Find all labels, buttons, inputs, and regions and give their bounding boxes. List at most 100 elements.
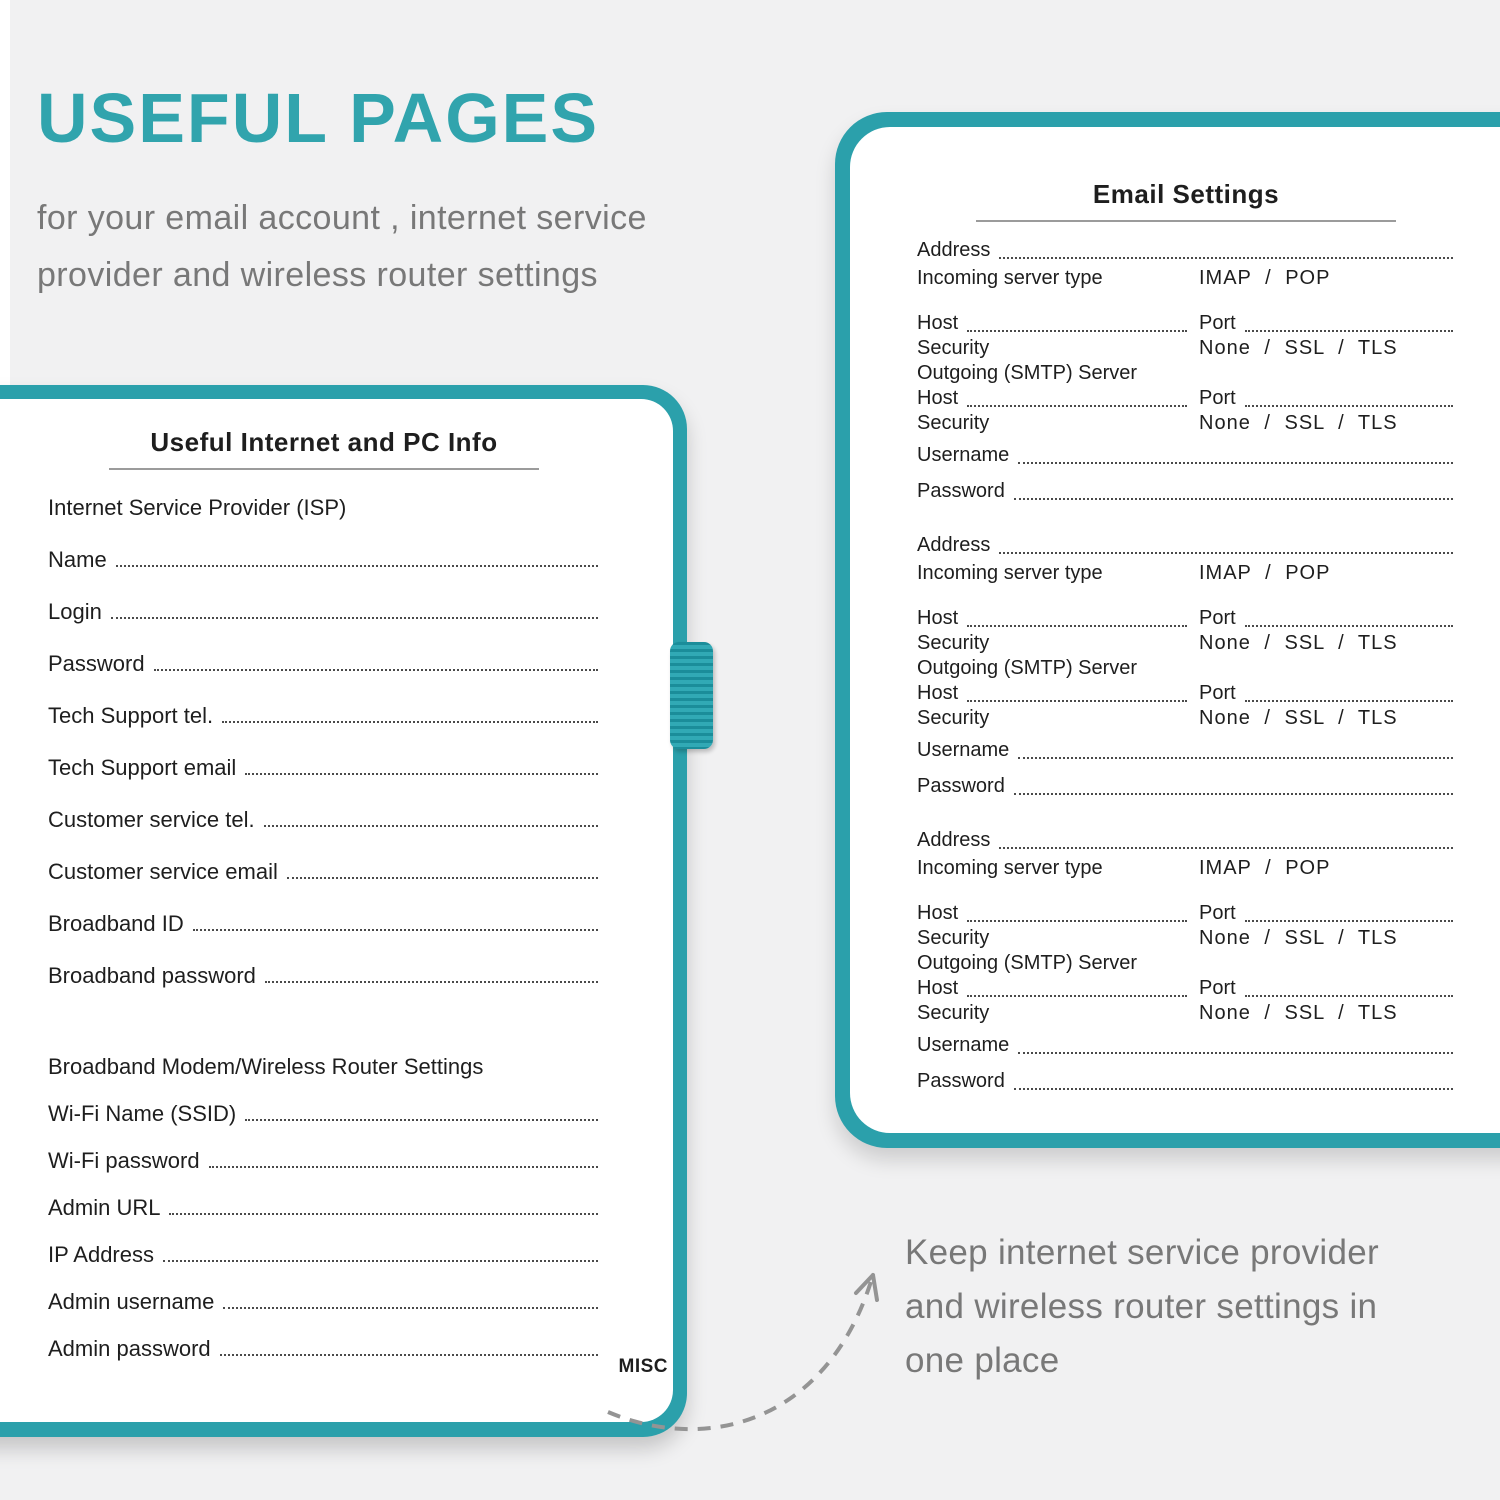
address-label: Address <box>917 534 991 556</box>
caption-line: one place <box>905 1341 1060 1380</box>
port-label: Port <box>1199 607 1236 629</box>
username-label: Username <box>917 739 1010 761</box>
email-settings-block: Address Incoming server type IMAP / POP … <box>917 533 1455 799</box>
password-label: Password <box>917 775 1005 797</box>
form-field-row: Login <box>48 600 600 623</box>
dotted-line <box>1013 1088 1453 1090</box>
dotted-line <box>999 257 1453 259</box>
security-label: Security <box>917 707 990 729</box>
address-row: Address <box>917 238 1455 263</box>
security-label: Security <box>917 632 990 654</box>
dotted-line <box>1244 920 1453 922</box>
dotted-line <box>967 700 1187 702</box>
outgoing-host-port-row: Host Port <box>917 386 1455 411</box>
form-field-row: IP Address <box>48 1243 600 1266</box>
incoming-server-type-options: IMAP / POP <box>1199 562 1331 584</box>
address-row: Address <box>917 828 1455 853</box>
incoming-host-port-row: Host Port <box>917 901 1455 926</box>
dotted-line <box>245 1119 598 1121</box>
form-field-row: Admin username <box>48 1290 600 1313</box>
form-field-row: Broadband password <box>48 964 600 987</box>
pen-loop <box>670 642 713 749</box>
dotted-line <box>967 405 1187 407</box>
security-label: Security <box>917 1002 990 1024</box>
dotted-line <box>1244 405 1453 407</box>
dotted-line <box>264 981 598 983</box>
title-underline <box>109 468 539 470</box>
page-title: USEFUL PAGES <box>37 79 600 157</box>
address-label: Address <box>917 829 991 851</box>
host-label: Host <box>917 312 959 334</box>
outgoing-server-heading: Outgoing (SMTP) Server <box>917 657 1138 679</box>
dotted-line <box>208 1166 598 1168</box>
dotted-line <box>1013 498 1453 500</box>
dotted-line <box>286 877 598 879</box>
dotted-line <box>1244 700 1453 702</box>
address-label: Address <box>917 239 991 261</box>
username-row: Username <box>917 738 1455 763</box>
dotted-line <box>153 669 598 671</box>
username-row: Username <box>917 443 1455 468</box>
host-label: Host <box>917 607 959 629</box>
form-field-row: Admin password <box>48 1337 600 1360</box>
dotted-line <box>1018 462 1453 464</box>
form-field-row: Wi-Fi Name (SSID) <box>48 1102 600 1125</box>
security-options: None / SSL / TLS <box>1199 337 1398 359</box>
form-field-row: Customer service email <box>48 860 600 883</box>
isp-section-heading: Internet Service Provider (ISP) <box>48 495 347 520</box>
router-field-list: Wi-Fi Name (SSID) Wi-Fi password Admin U… <box>48 1102 600 1360</box>
field-label: Password <box>48 651 145 676</box>
incoming-host-port-row: Host Port <box>917 311 1455 336</box>
dotted-line <box>1244 330 1453 332</box>
page-subtitle: for your email account , internet servic… <box>37 190 647 304</box>
outgoing-security-row: Security None / SSL / TLS <box>917 1001 1455 1026</box>
dotted-line <box>1244 625 1453 627</box>
field-label: Name <box>48 547 107 572</box>
port-label: Port <box>1199 682 1236 704</box>
field-label: Wi-Fi Name (SSID) <box>48 1101 237 1126</box>
form-field-row: Customer service tel. <box>48 808 600 831</box>
isp-field-list: Name Login Password Tech Support tel. Te… <box>48 548 600 987</box>
field-label: Broadband ID <box>48 911 184 936</box>
incoming-security-row: Security None / SSL / TLS <box>917 631 1455 656</box>
incoming-host-port-row: Host Port <box>917 606 1455 631</box>
field-label: Wi-Fi password <box>48 1148 200 1173</box>
misc-tab-label: MISC <box>618 1356 668 1377</box>
email-settings-block: Address Incoming server type IMAP / POP … <box>917 238 1455 504</box>
left-page-content: Useful Internet and PC Info Internet Ser… <box>0 399 673 1422</box>
form-field-row: Tech Support tel. <box>48 704 600 727</box>
password-label: Password <box>917 1070 1005 1092</box>
incoming-server-type-row: Incoming server type IMAP / POP <box>917 266 1455 291</box>
dotted-line <box>967 330 1187 332</box>
form-field-row: Wi-Fi password <box>48 1149 600 1172</box>
header: USEFUL PAGES for your email account , in… <box>37 78 647 304</box>
security-label: Security <box>917 927 990 949</box>
outgoing-host-port-row: Host Port <box>917 976 1455 1001</box>
outgoing-server-heading: Outgoing (SMTP) Server <box>917 362 1138 384</box>
field-label: Broadband password <box>48 963 256 988</box>
security-options: None / SSL / TLS <box>1199 632 1398 654</box>
username-row: Username <box>917 1033 1455 1058</box>
dotted-line <box>967 995 1187 997</box>
host-label: Host <box>917 902 959 924</box>
field-label: Customer service email <box>48 859 278 884</box>
host-label: Host <box>917 977 959 999</box>
outgoing-server-heading: Outgoing (SMTP) Server <box>917 952 1138 974</box>
username-label: Username <box>917 1034 1010 1056</box>
incoming-server-type-row: Incoming server type IMAP / POP <box>917 561 1455 586</box>
left-notebook-page: Useful Internet and PC Info Internet Ser… <box>0 399 673 1422</box>
field-label: Login <box>48 599 102 624</box>
dotted-line <box>1013 793 1453 795</box>
form-field-row: Tech Support email <box>48 756 600 779</box>
dotted-line <box>1018 1052 1453 1054</box>
field-label: Customer service tel. <box>48 807 255 832</box>
dotted-line <box>1244 995 1453 997</box>
incoming-server-type-row: Incoming server type IMAP / POP <box>917 856 1455 881</box>
caption-line: Keep internet service provider <box>905 1233 1379 1272</box>
incoming-server-type-label: Incoming server type <box>917 267 1103 289</box>
left-page-title: Useful Internet and PC Info <box>150 427 498 457</box>
dotted-line <box>1018 757 1453 759</box>
dotted-line <box>967 920 1187 922</box>
email-settings-block: Address Incoming server type IMAP / POP … <box>917 828 1455 1094</box>
password-label: Password <box>917 480 1005 502</box>
